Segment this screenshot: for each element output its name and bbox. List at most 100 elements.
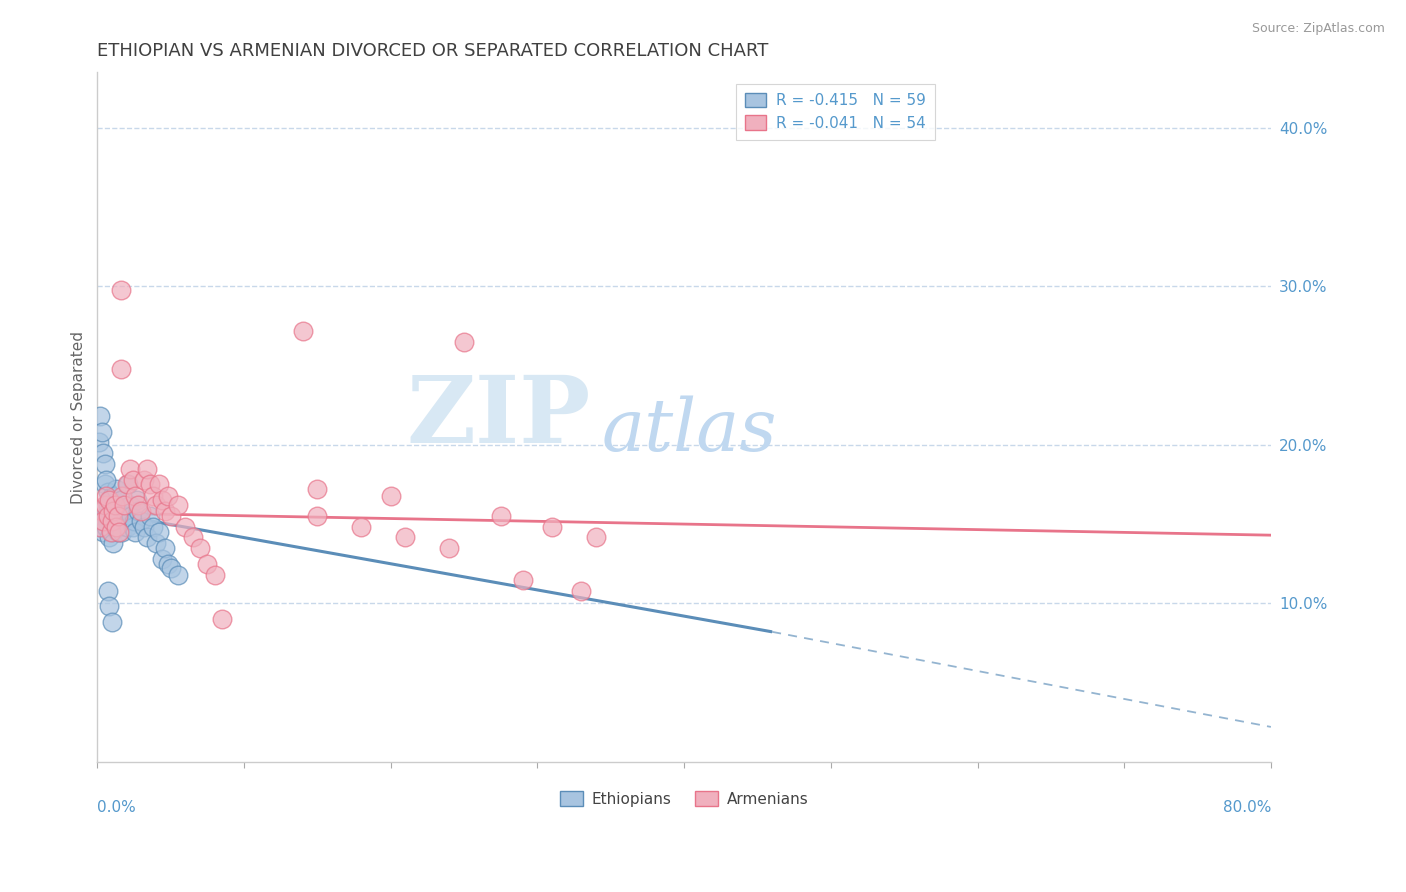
Point [120, 509, 142, 524]
Text: ZIP: ZIP [406, 372, 591, 462]
Point [127, 504, 149, 518]
Point [100, 524, 122, 539]
Point [307, 509, 329, 524]
Point [118, 498, 141, 512]
Point [98, 493, 121, 508]
Point [90, 425, 112, 439]
Point [121, 473, 143, 487]
Point [91, 446, 114, 460]
Point [131, 504, 153, 518]
Point [98, 530, 121, 544]
Point [101, 514, 124, 528]
Point [103, 536, 125, 550]
Point [111, 489, 134, 503]
Point [394, 530, 416, 544]
Point [204, 567, 226, 582]
Point [571, 583, 593, 598]
Text: atlas: atlas [602, 396, 778, 467]
Point [134, 520, 156, 534]
Point [89, 520, 111, 534]
Point [145, 536, 167, 550]
Text: Source: ZipAtlas.com: Source: ZipAtlas.com [1251, 22, 1385, 36]
Point [124, 524, 146, 539]
Point [100, 514, 122, 528]
Point [114, 509, 136, 524]
Point [107, 509, 129, 524]
Point [127, 498, 149, 512]
Y-axis label: Divorced or Separated: Divorced or Separated [72, 331, 86, 504]
Point [541, 520, 564, 534]
Point [136, 461, 159, 475]
Point [142, 520, 165, 534]
Point [195, 557, 218, 571]
Point [105, 504, 128, 518]
Point [115, 520, 138, 534]
Point [117, 477, 139, 491]
Point [90, 504, 112, 518]
Point [97, 509, 120, 524]
Point [110, 361, 132, 376]
Point [174, 520, 197, 534]
Point [134, 473, 156, 487]
Point [148, 477, 170, 491]
Point [110, 509, 132, 524]
Point [211, 612, 233, 626]
Point [110, 493, 132, 508]
Point [94, 509, 117, 524]
Point [107, 524, 129, 539]
Point [97, 498, 120, 512]
Point [93, 501, 115, 516]
Legend: Ethiopians, Armenians: Ethiopians, Armenians [554, 785, 814, 813]
Point [167, 567, 190, 582]
Text: ETHIOPIAN VS ARMENIAN DIVORCED OR SEPARATED CORRELATION CHART: ETHIOPIAN VS ARMENIAN DIVORCED OR SEPARA… [97, 42, 769, 60]
Point [145, 498, 167, 512]
Point [291, 324, 314, 338]
Point [93, 457, 115, 471]
Point [98, 504, 121, 518]
Point [90, 514, 112, 528]
Point [100, 493, 122, 508]
Point [104, 520, 127, 534]
Point [111, 524, 134, 539]
Point [148, 524, 170, 539]
Point [89, 409, 111, 424]
Point [91, 524, 114, 539]
Point [89, 520, 111, 534]
Point [124, 489, 146, 503]
Point [110, 283, 132, 297]
Point [94, 520, 117, 534]
Point [153, 504, 176, 518]
Point [150, 493, 173, 508]
Text: 80.0%: 80.0% [1223, 800, 1271, 814]
Point [167, 498, 190, 512]
Point [489, 509, 512, 524]
Point [453, 334, 475, 349]
Point [105, 520, 128, 534]
Point [439, 541, 461, 555]
Point [91, 514, 114, 528]
Point [104, 498, 127, 512]
Point [139, 477, 162, 491]
Point [101, 615, 124, 630]
Point [181, 530, 204, 544]
Point [585, 530, 607, 544]
Point [98, 599, 121, 614]
Point [156, 489, 179, 503]
Point [108, 524, 131, 539]
Point [121, 520, 143, 534]
Point [380, 489, 402, 503]
Point [125, 493, 148, 508]
Point [307, 482, 329, 496]
Point [87, 434, 110, 449]
Point [112, 498, 135, 512]
Point [115, 477, 138, 491]
Point [97, 583, 120, 598]
Point [112, 501, 135, 516]
Point [153, 541, 176, 555]
Text: 0.0%: 0.0% [97, 800, 136, 814]
Point [159, 509, 181, 524]
Point [108, 520, 131, 534]
Point [122, 514, 145, 528]
Point [101, 524, 124, 539]
Point [136, 530, 159, 544]
